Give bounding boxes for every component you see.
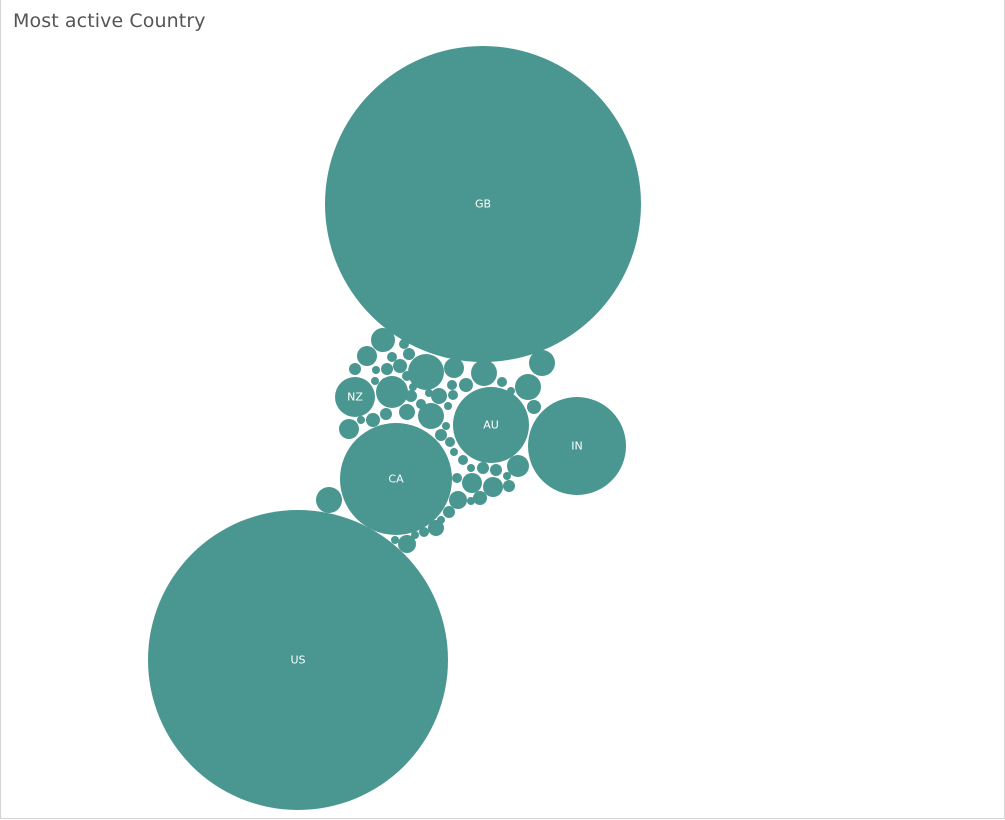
country-bubble[interactable] [452, 473, 462, 483]
country-bubble[interactable] [483, 477, 503, 497]
country-bubble[interactable] [357, 346, 377, 366]
country-bubble[interactable] [448, 390, 458, 400]
country-bubble[interactable] [458, 455, 468, 465]
bubble-label-au: AU [483, 419, 499, 432]
country-bubble[interactable] [467, 464, 475, 472]
country-bubble[interactable] [515, 374, 541, 400]
country-bubble[interactable] [435, 429, 447, 441]
country-bubble-au[interactable] [453, 387, 529, 463]
country-bubble[interactable] [459, 378, 473, 392]
country-bubble[interactable] [408, 354, 444, 390]
country-bubble[interactable] [339, 419, 359, 439]
country-bubble-gb[interactable] [325, 46, 641, 362]
country-bubble[interactable] [529, 350, 555, 376]
country-bubble-ca[interactable] [340, 423, 452, 535]
bubble-label-us: US [290, 654, 305, 667]
country-bubble[interactable] [418, 380, 426, 388]
country-bubble[interactable] [411, 531, 419, 539]
country-bubble[interactable] [497, 377, 507, 387]
country-bubble-in[interactable] [528, 397, 626, 495]
country-bubble[interactable] [442, 422, 450, 430]
country-bubble[interactable] [398, 535, 416, 553]
country-bubble[interactable] [371, 328, 395, 352]
country-bubble-nz[interactable] [335, 377, 375, 417]
country-bubble[interactable] [503, 480, 515, 492]
country-bubble[interactable] [371, 377, 379, 385]
country-bubble[interactable] [381, 363, 393, 375]
country-bubble[interactable] [393, 359, 407, 373]
country-bubble[interactable] [527, 400, 541, 414]
country-bubble[interactable] [444, 358, 464, 378]
country-bubble[interactable] [473, 491, 487, 505]
chart-title: Most active Country [13, 10, 206, 32]
country-bubble-us[interactable] [148, 510, 448, 810]
country-bubble[interactable] [316, 487, 342, 513]
country-bubble[interactable] [443, 506, 455, 518]
bubble-label-ca: CA [388, 473, 404, 486]
country-bubble[interactable] [387, 352, 397, 362]
country-bubble[interactable] [349, 363, 361, 375]
country-bubble[interactable] [372, 366, 380, 374]
country-bubble[interactable] [471, 360, 497, 386]
country-bubble[interactable] [449, 491, 467, 509]
country-bubble[interactable] [402, 371, 412, 381]
country-bubble[interactable] [419, 527, 429, 537]
country-bubble[interactable] [431, 388, 447, 404]
country-bubble[interactable] [418, 403, 444, 429]
country-bubble[interactable] [425, 389, 433, 397]
country-bubble[interactable] [490, 464, 502, 476]
country-bubble[interactable] [447, 380, 457, 390]
country-bubble[interactable] [403, 348, 415, 360]
bubble-label-in: IN [571, 440, 582, 453]
country-bubble[interactable] [405, 390, 417, 402]
country-bubble[interactable] [450, 448, 458, 456]
country-bubble[interactable] [391, 536, 399, 544]
country-bubble[interactable] [444, 402, 452, 410]
country-bubble[interactable] [409, 383, 417, 391]
country-bubble[interactable] [462, 473, 482, 493]
country-bubble[interactable] [357, 416, 365, 424]
country-bubble[interactable] [445, 437, 455, 447]
country-bubble[interactable] [503, 472, 511, 480]
country-bubble[interactable] [428, 520, 444, 536]
country-bubble[interactable] [507, 455, 529, 477]
country-bubble[interactable] [380, 408, 392, 420]
country-bubble[interactable] [399, 404, 415, 420]
country-bubble[interactable] [467, 497, 475, 505]
country-bubble[interactable] [376, 376, 408, 408]
country-bubble[interactable] [477, 462, 489, 474]
bubble-label-gb: GB [475, 198, 491, 211]
country-bubble[interactable] [366, 413, 380, 427]
bubble-label-nz: NZ [347, 391, 363, 404]
